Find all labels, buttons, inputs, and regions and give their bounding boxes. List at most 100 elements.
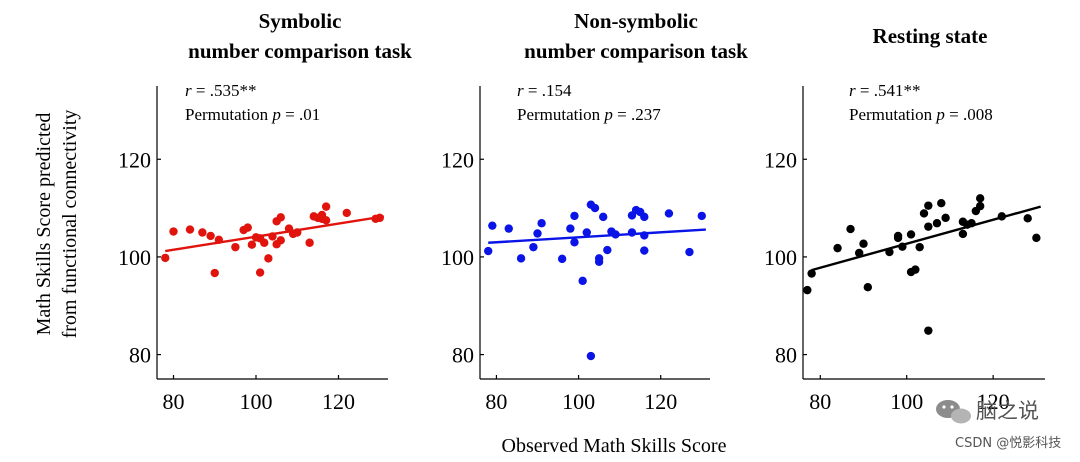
- x-tick-label: 120: [322, 389, 355, 414]
- regression-line: [488, 228, 706, 244]
- x-tick-label: 80: [163, 389, 185, 414]
- stat-r-symbol: r: [849, 81, 856, 100]
- y-tick-label: 80: [775, 343, 797, 368]
- y-tick-label: 100: [118, 245, 151, 270]
- stat-p-value: = .01: [281, 105, 320, 124]
- data-point: [640, 231, 649, 240]
- data-point: [566, 224, 575, 233]
- x-tick-label: 120: [644, 389, 677, 414]
- data-point: [854, 248, 864, 258]
- data-point: [276, 213, 285, 222]
- data-point: [975, 194, 985, 203]
- data-point: [185, 225, 195, 234]
- data-point: [578, 276, 587, 286]
- data-point: [243, 223, 252, 232]
- y-tick-label: 100: [441, 245, 474, 270]
- data-point: [911, 265, 920, 274]
- data-point: [611, 230, 620, 239]
- data-point: [321, 202, 331, 211]
- data-point: [803, 285, 812, 295]
- stat-r: r = .541**: [849, 81, 920, 100]
- y-axis-label-line1: Math Skills Score predicted: [33, 113, 55, 336]
- x-axis-label: Observed Math Skills Score: [502, 435, 727, 457]
- y-tick-label: 100: [764, 245, 797, 270]
- y-tick-label: 120: [118, 147, 151, 172]
- data-point: [627, 228, 637, 237]
- stat-r-value: = .154: [524, 81, 572, 100]
- data-point: [247, 240, 257, 249]
- data-point: [484, 246, 493, 256]
- data-point: [529, 242, 538, 252]
- chart-title-line2: number comparison task: [524, 39, 748, 63]
- data-point: [958, 229, 968, 239]
- data-point: [570, 211, 579, 221]
- data-point: [685, 247, 694, 257]
- data-point: [557, 254, 567, 264]
- data-point: [206, 231, 215, 241]
- data-point: [924, 201, 933, 210]
- watermark: 脑之说 CSDN @悦影科技: [936, 399, 1061, 451]
- x-tick-label: 80: [809, 389, 831, 414]
- data-point: [276, 236, 285, 245]
- panel-non-symbolic: Non-symbolic number comparison task r = .1…: [441, 9, 748, 414]
- data-point: [570, 238, 579, 247]
- data-point: [941, 213, 950, 223]
- y-axis-label-line2: from functional connectivity: [59, 110, 81, 339]
- data-point: [321, 216, 331, 225]
- stat-p-symbol: p: [271, 105, 281, 124]
- data-point: [293, 228, 302, 237]
- stat-p-prefix: Permutation: [517, 105, 604, 124]
- data-point: [846, 224, 855, 234]
- data-point: [1032, 233, 1041, 243]
- data-point: [533, 229, 542, 238]
- stat-r: r = .154: [517, 81, 572, 100]
- watermark-credit: CSDN @悦影科技: [955, 436, 1061, 451]
- data-point: [516, 254, 526, 263]
- stat-r-value: = .535**: [192, 81, 257, 100]
- data-point: [260, 238, 269, 247]
- x-tick-label: 100: [240, 389, 273, 414]
- watermark-brand: 脑之说: [976, 399, 1039, 423]
- data-point: [342, 208, 351, 218]
- data-point: [893, 233, 903, 243]
- data-point: [594, 257, 604, 266]
- data-point: [859, 239, 868, 248]
- data-point: [504, 224, 513, 233]
- stat-r: r = .535**: [185, 81, 256, 100]
- data-point: [919, 209, 929, 218]
- stat-permutation: Permutation p = .008: [849, 105, 993, 124]
- stat-p-value: = .237: [613, 105, 661, 124]
- data-point: [198, 228, 207, 237]
- data-point: [640, 246, 649, 255]
- chart-title-line1: Symbolic: [259, 9, 342, 33]
- x-tick-label: 80: [485, 389, 507, 414]
- data-point: [967, 219, 976, 228]
- stat-p-symbol: p: [603, 105, 613, 124]
- data-point: [214, 235, 224, 245]
- data-point: [375, 213, 384, 223]
- x-tick-label: 100: [890, 389, 923, 414]
- data-point: [664, 209, 674, 218]
- chart-title-line1: Non-symbolic: [574, 9, 698, 33]
- data-point: [924, 222, 933, 231]
- data-point: [915, 242, 924, 252]
- data-point: [268, 232, 277, 241]
- data-point: [590, 203, 600, 213]
- panel-resting-state: Resting state r = .541** Permutation p = .…: [764, 24, 1045, 414]
- y-tick-label: 80: [452, 343, 474, 368]
- chart-title: Resting state: [873, 24, 988, 48]
- chart-title-line2: number comparison task: [188, 39, 412, 63]
- data-point: [997, 212, 1006, 221]
- data-point: [210, 268, 219, 278]
- data-point: [937, 199, 946, 208]
- x-tick-label: 100: [562, 389, 595, 414]
- stat-r-value: = .541**: [856, 81, 921, 100]
- wechat-logo-icon: [936, 400, 971, 424]
- stat-permutation: Permutation p = .01: [185, 105, 320, 124]
- data-point: [264, 254, 273, 263]
- data-point: [898, 242, 907, 251]
- stat-p-value: = .008: [945, 105, 993, 124]
- data-point: [924, 326, 933, 335]
- data-point: [599, 212, 608, 222]
